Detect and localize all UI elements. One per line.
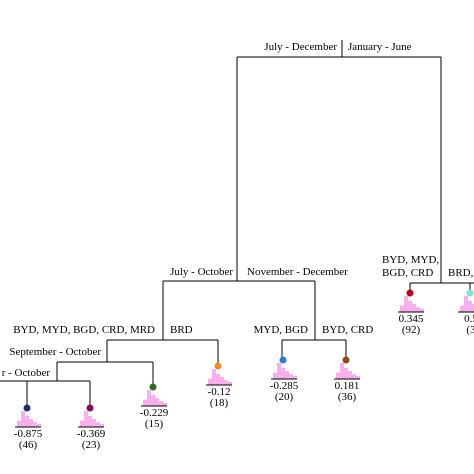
histogram-bar (212, 369, 216, 385)
histogram-bar (356, 375, 360, 379)
histogram-bar (460, 305, 464, 312)
histogram-bar (281, 367, 285, 379)
histogram-bar (80, 420, 84, 427)
histogram-bar (340, 363, 344, 379)
leaves: -0.875(46) -0.369(23) -0.229(15) -0.12(18) -… (14, 289, 474, 451)
histogram-bar (277, 363, 281, 379)
histogram-bar (151, 394, 155, 406)
histogram-bar (404, 296, 408, 312)
leaf-value: -0.875 (14, 428, 43, 440)
leaf-dot (149, 383, 157, 391)
leaf-count: (46) (19, 439, 38, 451)
histogram-bar (17, 420, 21, 427)
histogram-bar (37, 423, 41, 427)
histogram-bar (224, 380, 228, 385)
histogram-bar (348, 371, 352, 379)
split-label: BRD (170, 324, 193, 336)
histogram-bar (412, 304, 416, 312)
histogram-bar (88, 415, 92, 427)
histogram-bar (468, 300, 472, 312)
split-label: July - October (170, 266, 233, 278)
leaf-dot (342, 356, 350, 364)
histogram-bar (159, 401, 163, 406)
histogram-bar (143, 399, 147, 406)
histogram-bar (336, 372, 340, 379)
split-label: BRD, (448, 267, 474, 279)
histogram-bar (344, 367, 348, 379)
histogram-bar (96, 422, 100, 427)
histogram-bar (228, 381, 232, 385)
histogram-bar (100, 423, 104, 427)
histogram-bar (155, 398, 159, 406)
histogram-bar (464, 296, 468, 312)
histogram-bar (21, 411, 25, 427)
leaf-count: (3 (466, 324, 474, 336)
leaf-value: -0.229 (140, 407, 169, 419)
histogram-bar (33, 422, 37, 427)
leaf-count: (36) (338, 391, 357, 403)
split-label: BYD, MYD, BGD, CRD, MRD (13, 324, 155, 336)
leaf-value: 0.345 (399, 313, 424, 325)
histogram-bar (472, 304, 474, 312)
histogram-bar (408, 300, 412, 312)
split-label: November - December (247, 266, 348, 278)
histogram-bar (420, 308, 424, 312)
histogram-bar (84, 411, 88, 427)
leaf-dot (279, 356, 287, 364)
split-label: BYD, MYD, (382, 254, 439, 266)
split-label: September - October (9, 346, 101, 358)
split-label: MYD, BGD (254, 324, 308, 336)
leaf-value: -0.369 (77, 428, 106, 440)
split-label: r - October (2, 367, 51, 379)
leaf-dot (86, 404, 94, 412)
histogram-bar (285, 371, 289, 379)
histogram-bar (293, 375, 297, 379)
histogram-bar (25, 415, 29, 427)
split-label: January - June (348, 41, 412, 53)
histogram-bar (400, 305, 404, 312)
histogram-bar (29, 419, 33, 427)
split-label: July - December (264, 41, 337, 53)
leaf-count: (18) (210, 397, 229, 409)
leaf-value: -0.285 (270, 380, 299, 392)
histogram-bar (147, 390, 151, 406)
histogram-bar (273, 372, 277, 379)
histogram-bar (352, 374, 356, 379)
leaf-value: -0.12 (208, 386, 231, 398)
leaf-count: (20) (275, 391, 294, 403)
leaf-dot (466, 289, 474, 297)
leaf-count: (92) (402, 324, 421, 336)
leaf-dot (23, 404, 31, 412)
histogram-bar (289, 374, 293, 379)
split-label: BGD, CRD (382, 267, 433, 279)
histogram-bar (216, 373, 220, 385)
histogram-bar (220, 377, 224, 385)
histogram-bar (416, 307, 420, 312)
histogram-bar (208, 378, 212, 385)
leaf-dot (214, 362, 222, 370)
leaf-count: (15) (145, 418, 164, 430)
leaf-count: (23) (82, 439, 101, 451)
leaf-dot (406, 289, 414, 297)
histogram-bar (163, 402, 167, 406)
leaf-value: 0.181 (335, 380, 360, 392)
split-label: BYD, CRD (322, 324, 373, 336)
histogram-bar (92, 419, 96, 427)
leaf-value: 0.5 (464, 313, 474, 325)
